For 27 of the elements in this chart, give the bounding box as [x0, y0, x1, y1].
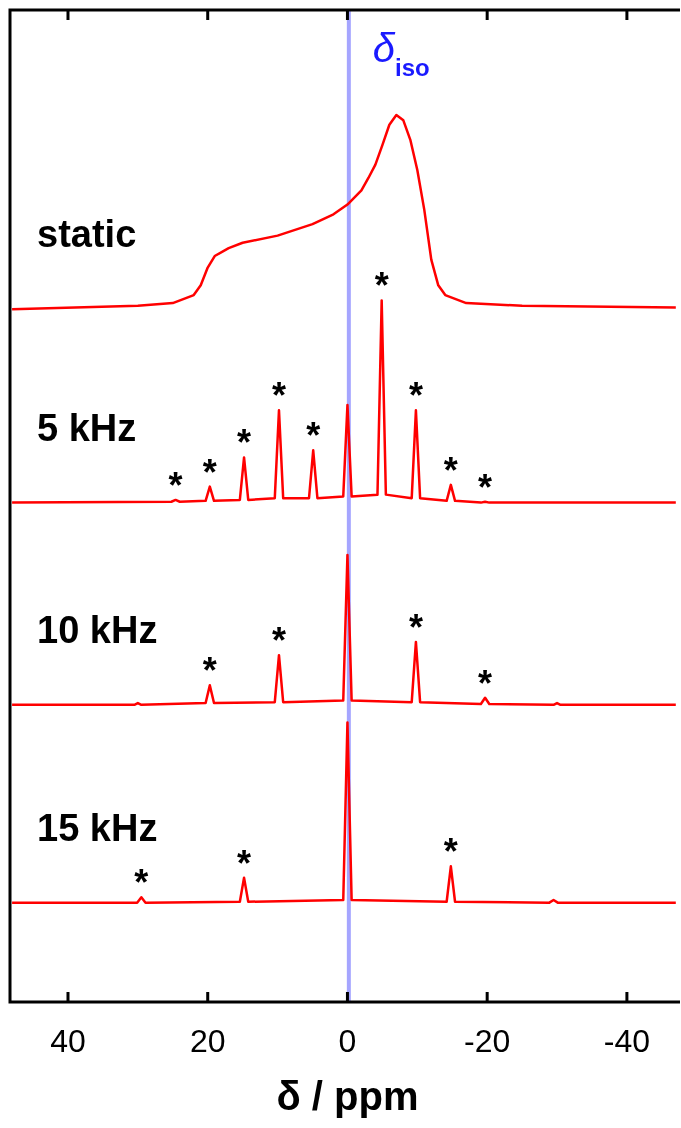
- annotation: *: [306, 415, 321, 457]
- x-tick-label: -20: [464, 1023, 511, 1059]
- annotation: *: [478, 662, 493, 704]
- x-tick-label: -40: [603, 1023, 651, 1059]
- annotation: *: [202, 451, 217, 493]
- series-label: 10 kHz: [37, 608, 158, 651]
- annotation: *: [408, 375, 423, 417]
- annotation: *: [478, 466, 493, 508]
- annotation: *: [202, 650, 217, 692]
- x-tick-label: 40: [50, 1023, 86, 1059]
- annotation: *: [374, 265, 389, 307]
- annotation: *: [443, 831, 458, 873]
- series-label: 5 kHz: [37, 406, 137, 449]
- series-label: 15 kHz: [37, 806, 158, 849]
- series-label: static: [37, 213, 137, 256]
- ref-line-label: δ$_{iso}$: [372, 26, 430, 81]
- x-tick-label: 0: [338, 1023, 357, 1059]
- x-tick-label: 20: [189, 1023, 226, 1059]
- annotation: *: [443, 449, 458, 491]
- annotation: *: [237, 842, 252, 884]
- annotation: *: [271, 620, 286, 662]
- annotation: *: [134, 862, 149, 904]
- annotation: *: [408, 606, 423, 648]
- annotation: *: [168, 464, 183, 506]
- annotation: *: [271, 375, 286, 417]
- annotation: *: [237, 422, 252, 464]
- x-axis-title: δ / ppm: [276, 1074, 419, 1118]
